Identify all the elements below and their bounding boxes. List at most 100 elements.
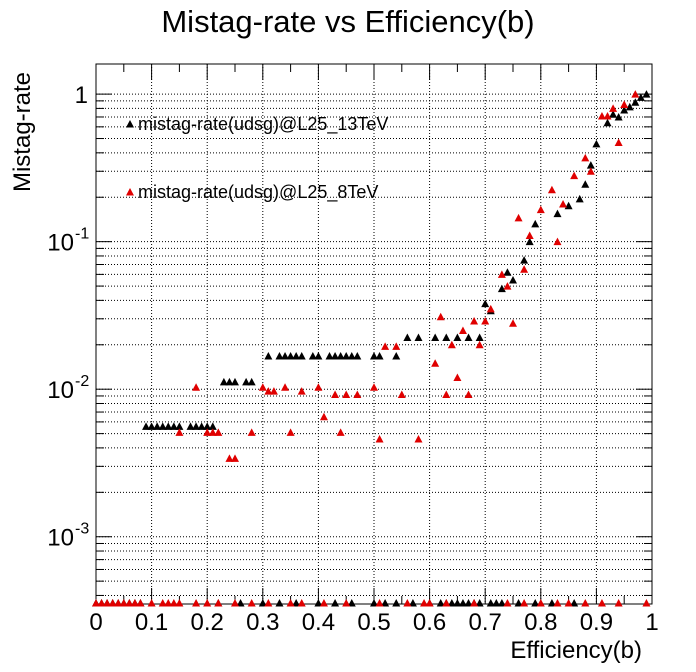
data-point xyxy=(403,599,412,607)
x-tick-label: 0.5 xyxy=(357,609,390,636)
y-tick-label: 10 xyxy=(47,525,74,552)
x-tick-label: 0.9 xyxy=(580,609,613,636)
data-point xyxy=(264,599,273,607)
data-point xyxy=(436,599,445,607)
data-point xyxy=(186,422,195,430)
x-tick-label: 0.8 xyxy=(524,609,557,636)
data-point xyxy=(158,599,167,607)
data-point xyxy=(164,599,173,607)
chart-title: Mistag-rate vs Efficiency(b) xyxy=(161,4,534,39)
data-point xyxy=(503,599,512,607)
data-point xyxy=(286,428,295,436)
data-point xyxy=(192,599,201,607)
legend: mistag-rate(udsg)@L25_13TeV mistag-rate(u… xyxy=(126,114,388,203)
data-point xyxy=(520,599,529,607)
data-point xyxy=(481,299,490,308)
data-point xyxy=(642,90,651,98)
data-point xyxy=(225,454,234,462)
data-point xyxy=(319,599,328,607)
legend-label: mistag-rate(udsg)@L25_8TeV xyxy=(138,182,378,203)
legend-label: mistag-rate(udsg)@L25_13TeV xyxy=(138,114,388,135)
data-point xyxy=(431,359,440,367)
data-point xyxy=(464,390,473,399)
data-point xyxy=(370,351,378,360)
data-point xyxy=(103,599,112,607)
data-point xyxy=(442,599,451,607)
data-point xyxy=(431,333,440,342)
data-point xyxy=(325,351,334,360)
data-point xyxy=(408,599,417,607)
y-tick-exponent: -2 xyxy=(75,373,89,390)
data-point xyxy=(247,428,256,436)
data-point xyxy=(281,383,290,391)
data-point xyxy=(570,599,579,607)
y-tick-label: 1 xyxy=(75,82,88,109)
data-point xyxy=(319,412,328,421)
data-point xyxy=(609,104,618,112)
data-point xyxy=(342,351,351,360)
data-point xyxy=(553,237,562,246)
data-point xyxy=(481,316,490,325)
y-axis-title: Mistag-rate xyxy=(9,72,36,192)
data-point xyxy=(447,340,456,349)
data-point xyxy=(292,599,301,607)
data-point xyxy=(425,599,434,607)
data-point xyxy=(336,428,345,436)
data-point xyxy=(314,383,323,391)
data-point xyxy=(520,256,529,264)
data-point xyxy=(453,599,462,607)
data-point xyxy=(192,422,201,430)
data-point xyxy=(275,351,284,360)
data-point xyxy=(531,219,540,228)
data-point xyxy=(297,599,306,607)
data-point xyxy=(231,454,239,462)
data-point xyxy=(597,112,606,120)
x-tick-label: 0.4 xyxy=(302,609,335,636)
data-point xyxy=(214,599,223,607)
data-point xyxy=(269,387,278,395)
data-point xyxy=(559,199,568,208)
data-point xyxy=(347,599,356,607)
data-point xyxy=(525,237,534,246)
data-point xyxy=(642,599,651,607)
data-point xyxy=(258,599,267,607)
data-point xyxy=(464,599,473,607)
legend-marker xyxy=(126,120,134,128)
data-point xyxy=(603,118,612,127)
data-point xyxy=(375,599,384,607)
data-point xyxy=(453,333,462,342)
data-point xyxy=(375,434,384,443)
data-point xyxy=(475,333,484,342)
data-point xyxy=(470,316,479,325)
data-point xyxy=(553,209,562,218)
data-point xyxy=(147,422,156,430)
x-tick-label: 0.6 xyxy=(413,609,446,636)
data-point xyxy=(503,268,512,276)
data-point xyxy=(392,342,401,350)
x-axis-title: Efficiency(b) xyxy=(510,637,642,664)
data-point xyxy=(492,599,501,607)
data-point xyxy=(236,599,245,607)
x-axis: 0 0.1 0.2 0.3 0.4 0.5 0.6 0.7 0.8 0.9 1 xyxy=(89,64,659,636)
x-tick-label: 0.1 xyxy=(135,609,168,636)
data-point xyxy=(203,422,212,430)
data-point xyxy=(531,599,540,607)
data-point xyxy=(175,422,184,430)
data-point xyxy=(331,351,340,360)
data-point xyxy=(553,599,562,607)
data-point xyxy=(447,599,456,607)
grid-lines xyxy=(96,64,652,604)
data-point xyxy=(208,428,217,436)
data-point xyxy=(297,387,306,395)
series-8tev-points xyxy=(92,90,651,607)
data-point xyxy=(586,161,595,169)
data-point xyxy=(392,599,401,607)
data-point xyxy=(497,284,506,293)
data-point xyxy=(547,599,556,607)
data-point xyxy=(392,351,401,360)
data-point xyxy=(370,383,378,391)
data-point xyxy=(486,599,495,607)
data-point xyxy=(458,326,467,334)
data-point xyxy=(520,265,529,273)
